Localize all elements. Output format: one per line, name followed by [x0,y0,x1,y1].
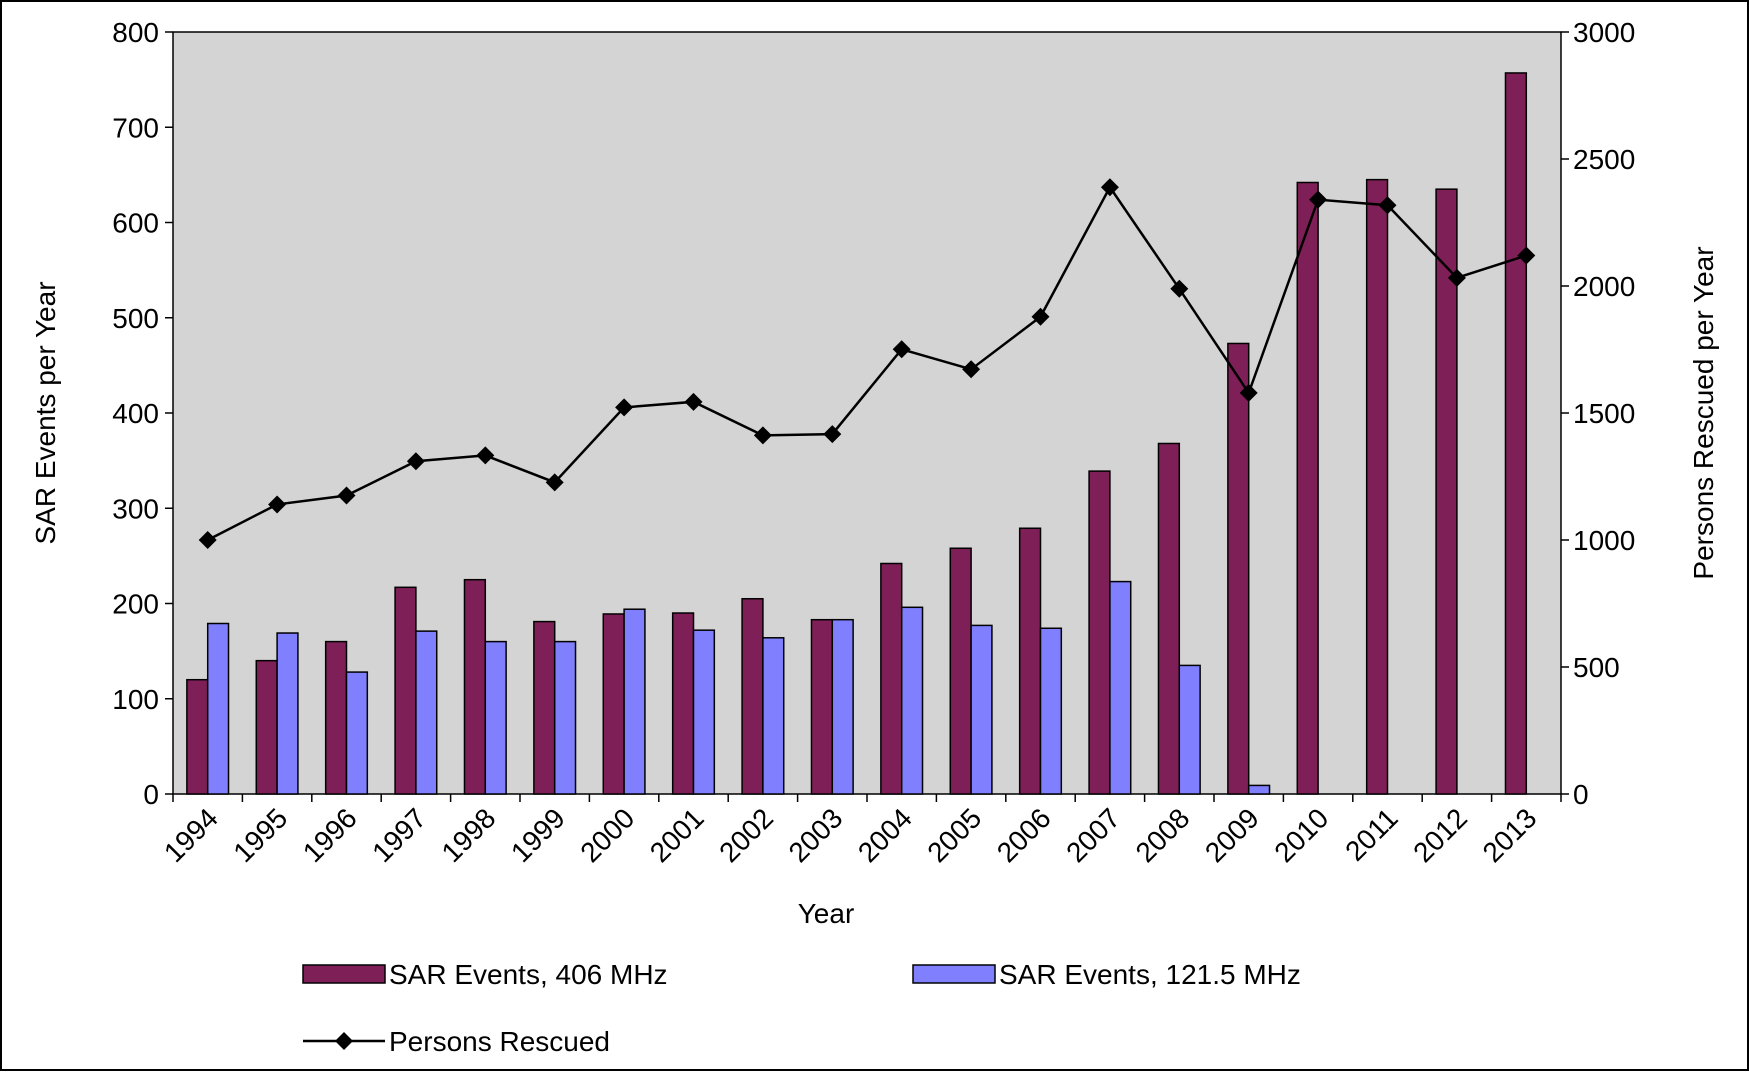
bar [1227,342,1250,795]
line-marker [268,495,287,514]
bar [206,622,230,795]
bar [1157,442,1181,795]
bar [762,637,785,795]
y-tick-label: 500 [112,303,159,334]
line-marker [753,426,772,445]
legend-swatch [302,964,386,984]
bar [671,612,695,795]
bar [1365,178,1389,795]
line-marker [615,398,634,417]
y-tick-label: 300 [112,493,159,524]
line-marker [1447,268,1466,287]
bar [186,678,209,795]
plot-background [172,31,1562,795]
y2-tick-label: 500 [1573,652,1620,683]
legend-marker [335,1032,353,1050]
y-tick-label: 700 [112,112,159,143]
bar [276,632,299,795]
legend-label: Persons Rescued [389,1026,610,1057]
bar [970,624,993,795]
y2-tick-label: 1000 [1573,525,1635,556]
line-marker [962,360,981,379]
bar [463,578,487,795]
y2-axis-title: Persons Rescued per Year [1688,246,1719,579]
line-marker [1309,190,1328,209]
line-marker [1100,178,1119,197]
bar [1435,188,1458,795]
line-marker [684,392,703,411]
y2-tick-label: 1500 [1573,398,1635,429]
line-marker [545,473,564,492]
bar [1018,527,1042,795]
legend-label: SAR Events, 121.5 MHz [999,959,1301,990]
bar [324,640,348,795]
bar [415,630,438,795]
legend-label: SAR Events, 406 MHz [389,959,668,990]
bar [255,659,278,795]
bar [1109,580,1132,795]
bar [880,562,903,795]
y-tick-label: 0 [143,779,159,810]
x-axis-title: Year [798,898,855,929]
line-marker [1517,246,1536,265]
y-axis-title: SAR Events per Year [30,281,61,544]
bar [1504,72,1528,795]
bar [623,608,646,795]
line-marker [1031,307,1050,326]
line-marker [823,425,842,444]
y-tick-label: 200 [112,589,159,620]
line [207,184,1527,542]
line-marker [1239,383,1258,402]
bar [949,547,972,795]
line-marker [1378,196,1397,215]
line-marker [337,486,356,505]
y-tick-label: 400 [112,398,159,429]
legend-swatch [912,964,996,984]
y2-tick-label: 3000 [1573,17,1635,48]
line-marker [476,446,495,465]
bar [810,618,834,795]
bar [1039,627,1063,795]
bar [553,640,577,795]
bar [484,640,507,795]
bar [1088,470,1111,795]
bar [741,597,764,795]
y-tick-label: 800 [112,17,159,48]
y-tick-label: 600 [112,208,159,239]
y-tick-label: 100 [112,684,159,715]
bar [1296,181,1319,795]
bar [345,671,369,795]
y2-tick-label: 0 [1573,779,1589,810]
bar [1247,784,1271,795]
line-marker [198,531,217,549]
line-marker [1170,279,1189,298]
bar [394,586,417,795]
line-marker [406,452,425,471]
bar [1178,664,1201,795]
y2-tick-label: 2000 [1573,271,1635,302]
bar [602,613,625,795]
y2-tick-label: 2500 [1573,144,1635,175]
bar [831,618,854,795]
bar [692,629,716,795]
bar [900,606,924,795]
line-marker [892,340,911,359]
bar [533,620,556,795]
